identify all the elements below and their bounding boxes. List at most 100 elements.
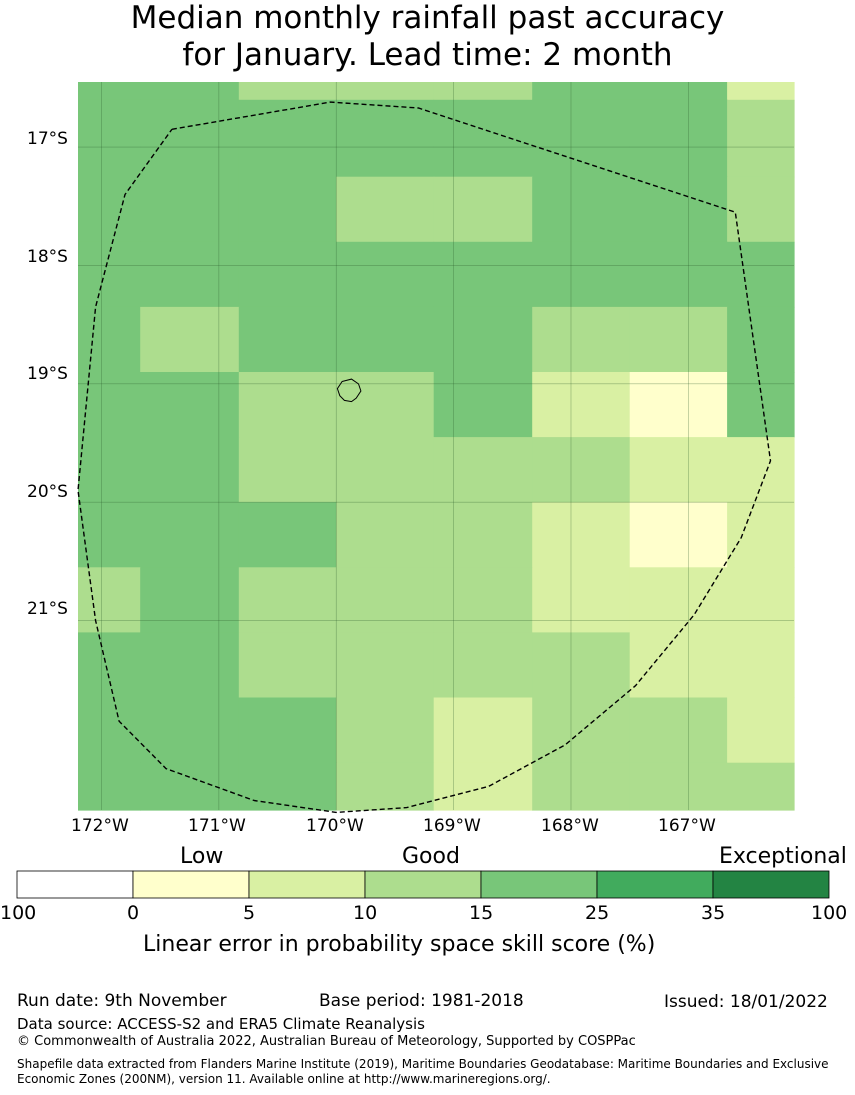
skill-grid-cell bbox=[433, 82, 533, 101]
issued-date: Issued: 18/01/2022 bbox=[664, 992, 828, 1012]
skill-grid-cell bbox=[532, 437, 631, 503]
skill-grid-cell bbox=[629, 567, 728, 633]
skill-grid-cell bbox=[238, 176, 337, 243]
skill-grid-cell bbox=[336, 762, 435, 811]
lon-label-169w: 169°W bbox=[423, 816, 481, 836]
skill-grid-cell bbox=[336, 567, 435, 633]
legend-colorbar bbox=[16, 870, 830, 899]
lon-label-171w: 171°W bbox=[188, 816, 246, 836]
skill-grid-cell bbox=[140, 82, 240, 101]
legend-title: Linear error in probability space skill … bbox=[143, 932, 656, 957]
legend-tick-label: 100 bbox=[0, 902, 37, 924]
skill-grid-cell bbox=[433, 306, 533, 373]
skill-grid-cell bbox=[629, 372, 728, 438]
shapefile-credit-line-1: Shapefile data extracted from Flanders M… bbox=[17, 1057, 829, 1071]
map-title-line-2: for January. Lead time: 2 month bbox=[182, 37, 673, 73]
skill-grid-cell bbox=[140, 306, 240, 373]
skill-grid-cell bbox=[532, 372, 631, 438]
skill-grid-cell bbox=[532, 176, 631, 243]
skill-grid-cell bbox=[629, 306, 728, 373]
skill-grid-cell bbox=[140, 632, 240, 699]
skill-grid-cell bbox=[238, 632, 337, 699]
skill-grid-cells bbox=[78, 82, 795, 811]
skill-grid-cell bbox=[78, 176, 141, 243]
skill-grid-cell bbox=[433, 241, 533, 308]
legend-tick-label: 10 bbox=[353, 902, 378, 924]
skill-grid-cell bbox=[629, 176, 728, 243]
colorbar-segment bbox=[480, 870, 598, 899]
lon-label-172w: 172°W bbox=[71, 816, 129, 836]
skill-grid-cell bbox=[78, 372, 141, 438]
skill-grid-cell bbox=[727, 502, 795, 568]
colorbar-segment bbox=[16, 870, 134, 899]
skill-grid-cell bbox=[78, 241, 141, 308]
skill-grid-cell bbox=[336, 372, 435, 438]
skill-grid-cell bbox=[140, 176, 240, 243]
legend-tick-label: 15 bbox=[469, 902, 494, 924]
skill-grid-cell bbox=[433, 176, 533, 243]
skill-grid-cell bbox=[78, 762, 141, 811]
skill-grid-cell bbox=[336, 306, 435, 373]
shapefile-credit-line-2: Economic Zones (200NM), version 11. Avai… bbox=[17, 1072, 551, 1086]
skill-grid-cell bbox=[727, 306, 795, 373]
skill-grid-cell bbox=[238, 99, 337, 178]
skill-grid-cell bbox=[629, 241, 728, 308]
skill-grid-cell bbox=[238, 762, 337, 811]
skill-grid-cell bbox=[727, 241, 795, 308]
lat-label-19s: 19°S bbox=[27, 364, 68, 384]
skill-grid-cell bbox=[78, 437, 141, 503]
skill-grid-cell bbox=[78, 567, 141, 633]
run-date: Run date: 9th November bbox=[17, 991, 227, 1011]
lat-label-17s: 17°S bbox=[27, 129, 68, 149]
skill-grid-cell bbox=[78, 502, 141, 568]
colorbar-segment bbox=[248, 870, 366, 899]
skill-grid-cell bbox=[140, 241, 240, 308]
skill-grid-cell bbox=[629, 99, 728, 178]
skill-grid-cell bbox=[78, 697, 141, 764]
skill-grid-cell bbox=[140, 437, 240, 503]
skill-grid-cell bbox=[532, 82, 631, 101]
lon-label-167w: 167°W bbox=[658, 816, 716, 836]
copyright-notice: © Commonwealth of Australia 2022, Austra… bbox=[17, 1034, 636, 1049]
legend-tick-label: 0 bbox=[127, 902, 140, 924]
skill-grid-cell bbox=[140, 502, 240, 568]
skill-grid-cell bbox=[336, 99, 435, 178]
skill-grid-cell bbox=[336, 437, 435, 503]
colorbar-segment bbox=[132, 870, 250, 899]
skill-grid-cell bbox=[532, 567, 631, 633]
island-coastline bbox=[336, 378, 362, 403]
skill-grid-cell bbox=[336, 241, 435, 308]
lat-label-18s: 18°S bbox=[27, 247, 68, 267]
skill-score-map bbox=[16, 82, 830, 899]
skill-grid-cell bbox=[629, 632, 728, 699]
skill-grid-cell bbox=[78, 82, 141, 101]
skill-grid-cell bbox=[629, 762, 728, 811]
skill-grid-cell bbox=[629, 82, 728, 101]
legend-tick-label: 25 bbox=[585, 902, 610, 924]
skill-grid-cell bbox=[433, 437, 533, 503]
base-period: Base period: 1981-2018 bbox=[319, 991, 524, 1011]
lat-label-21s: 21°S bbox=[27, 599, 68, 619]
skill-grid-cell bbox=[336, 176, 435, 243]
skill-grid-cell bbox=[433, 697, 533, 764]
lon-label-170w: 170°W bbox=[306, 816, 364, 836]
skill-grid-cell bbox=[140, 372, 240, 438]
skill-grid-cell bbox=[238, 82, 337, 101]
skill-grid-cell bbox=[727, 632, 795, 699]
legend-category-good: Good bbox=[402, 844, 460, 869]
lat-label-20s: 20°S bbox=[27, 482, 68, 502]
map-title-line-1: Median monthly rainfall past accuracy bbox=[130, 0, 725, 36]
skill-grid-cell bbox=[433, 502, 533, 568]
skill-grid-cell bbox=[336, 502, 435, 568]
skill-grid-cell bbox=[532, 762, 631, 811]
skill-grid-cell bbox=[727, 567, 795, 633]
skill-grid-cell bbox=[433, 567, 533, 633]
skill-grid-cell bbox=[532, 99, 631, 178]
skill-grid-cell bbox=[629, 437, 728, 503]
skill-grid-cell bbox=[532, 697, 631, 764]
skill-grid-cell bbox=[433, 762, 533, 811]
skill-grid-cell bbox=[78, 99, 141, 178]
skill-grid-cell bbox=[238, 437, 337, 503]
skill-grid-cell bbox=[727, 372, 795, 438]
skill-grid-cell bbox=[78, 306, 141, 373]
